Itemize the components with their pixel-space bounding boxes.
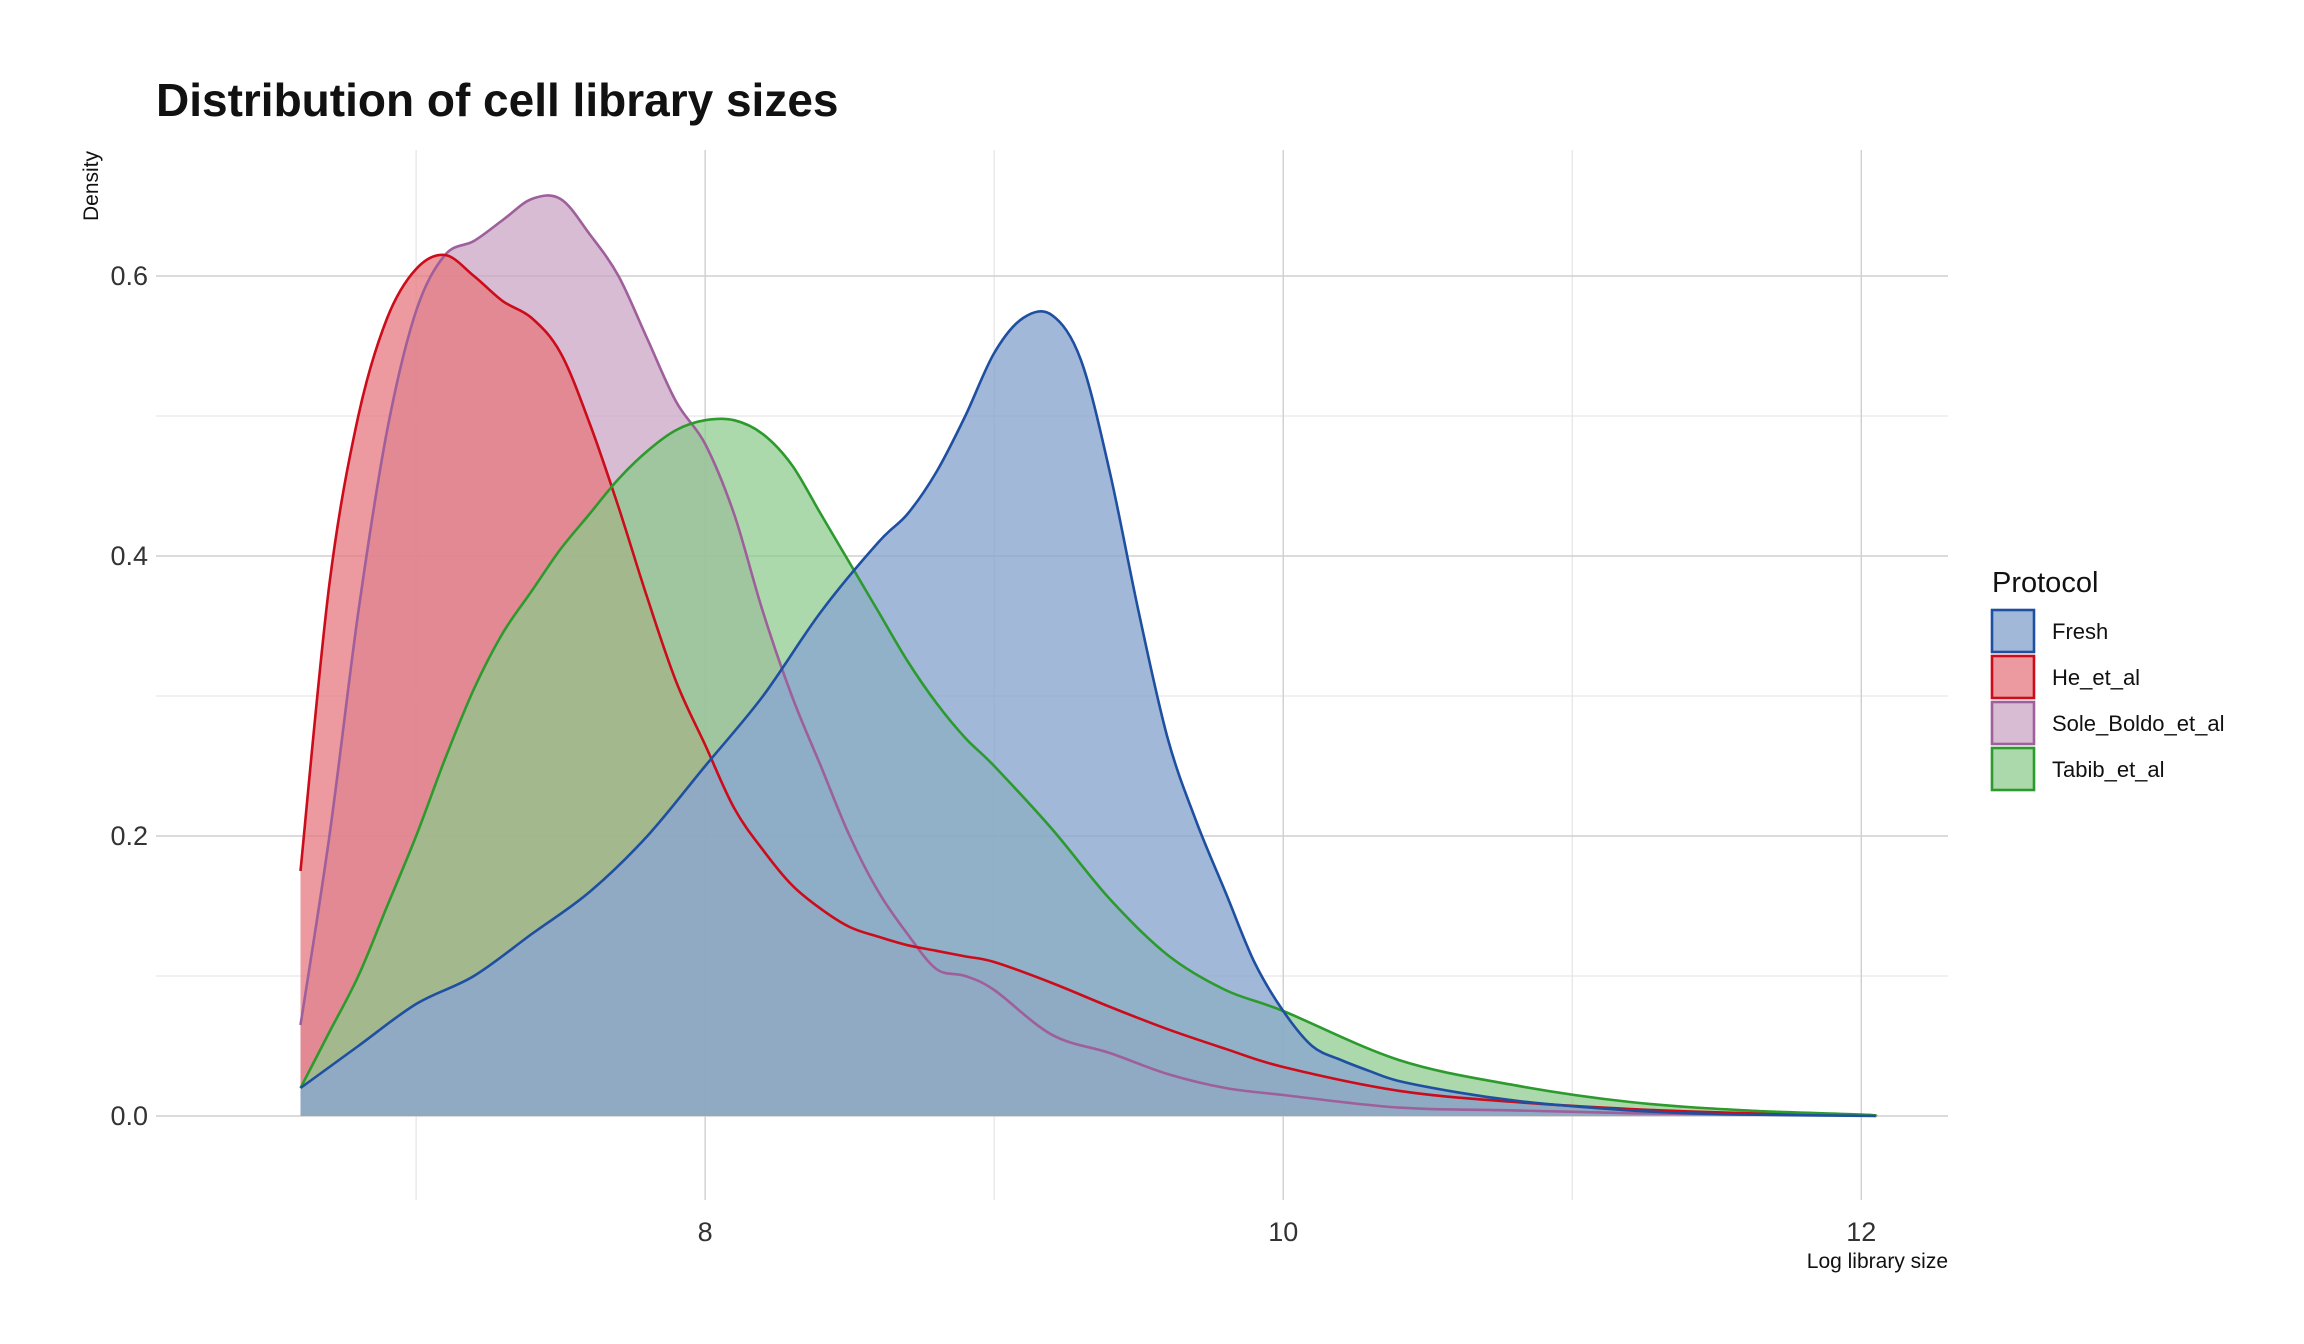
density-line-sole-boldo-et-al: [299, 194, 1878, 1118]
legend: Protocol Fresh He_et_al Sole_Boldo_et_al Ta…: [1990, 567, 2224, 792]
x-axis-title: Log library size: [1807, 1250, 1948, 1273]
legend-label-he-et-al: He_et_al: [2052, 665, 2140, 690]
axis-ticks: 8 10 12 0.0 0.2 0.4 0.6: [110, 261, 1876, 1247]
density-area-fresh: [300, 311, 1876, 1116]
y-tick-label: 0.6: [110, 261, 148, 291]
legend-title: Protocol: [1992, 567, 2098, 599]
legend-label-fresh: Fresh: [2052, 619, 2108, 644]
chart-title: Distribution of cell library sizes: [156, 74, 839, 126]
density-line-he-et-al: [299, 253, 1878, 1118]
legend-swatch-he-et-al: [1990, 654, 2036, 700]
legend-swatch-sole-boldo-et-al: [1990, 700, 2036, 746]
legend-swatch-fresh: [1990, 608, 2036, 654]
y-tick-label: 0.4: [110, 541, 148, 571]
density-areas: [300, 195, 1876, 1117]
y-tick-label: 0.2: [110, 821, 148, 851]
density-line-tabib-et-al: [299, 417, 1878, 1118]
legend-label-sole-boldo-et-al: Sole_Boldo_et_al: [2052, 711, 2224, 736]
x-tick-label: 10: [1268, 1217, 1298, 1247]
y-axis-title: Density: [80, 150, 103, 221]
legend-swatch-tabib-et-al: [1990, 746, 2036, 792]
y-tick-label: 0.0: [110, 1101, 148, 1131]
x-tick-label: 12: [1846, 1217, 1876, 1247]
legend-label-tabib-et-al: Tabib_et_al: [2052, 757, 2165, 782]
density-lines: [299, 194, 1878, 1118]
x-tick-label: 8: [698, 1217, 713, 1247]
density-line-fresh: [299, 310, 1876, 1118]
